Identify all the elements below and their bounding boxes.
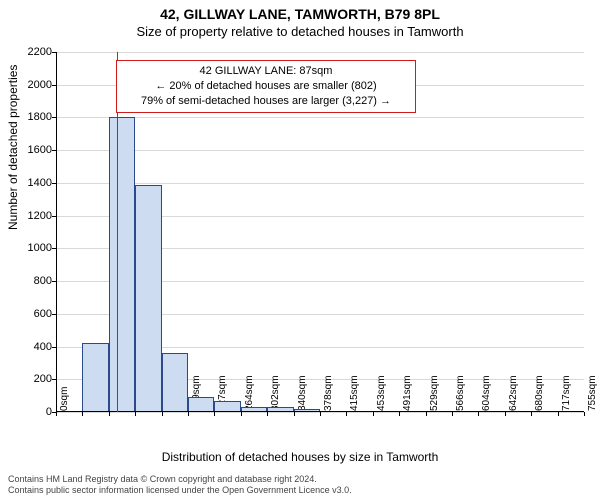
info-box-line1: 42 GILLWAY LANE: 87sqm [123,64,409,79]
x-tick-mark [584,412,585,416]
x-tick-label: 491sqm [402,375,413,411]
x-tick-mark [373,412,374,416]
x-tick-label: 680sqm [534,375,545,411]
x-tick-label: 378sqm [323,375,334,411]
x-tick-mark [294,412,295,416]
y-axis-line [56,52,57,412]
footer: Contains HM Land Registry data © Crown c… [8,474,352,497]
x-tick-label: 604sqm [481,375,492,411]
x-tick-mark [346,412,347,416]
x-axis-line [56,411,584,412]
x-tick-mark [478,412,479,416]
y-tick-label: 1000 [16,242,52,254]
y-tick-label: 800 [16,275,52,287]
x-tick-label: 302sqm [270,375,281,411]
histogram-bar [188,397,214,412]
y-tick-label: 1600 [16,144,52,156]
info-box-line2: ← 20% of detached houses are smaller (80… [123,79,409,94]
y-tick-label: 1400 [16,177,52,189]
x-tick-label: 453sqm [376,375,387,411]
y-tick-label: 0 [16,406,52,418]
y-tick-label: 1800 [16,111,52,123]
x-tick-label: 0sqm [59,387,70,411]
y-tick-label: 200 [16,373,52,385]
x-tick-mark [135,412,136,416]
footer-line2: Contains public sector information licen… [8,485,352,496]
info-box: 42 GILLWAY LANE: 87sqm← 20% of detached … [116,60,416,113]
y-tick-label: 600 [16,308,52,320]
x-tick-label: 415sqm [349,375,360,411]
x-tick-mark [188,412,189,416]
x-tick-mark [399,412,400,416]
x-tick-label: 264sqm [244,375,255,411]
x-tick-label: 642sqm [508,375,519,411]
footer-line1: Contains HM Land Registry data © Crown c… [8,474,352,485]
histogram-bar [82,343,108,412]
x-tick-label: 340sqm [297,375,308,411]
y-tick-label: 400 [16,341,52,353]
x-tick-mark [82,412,83,416]
x-tick-mark [267,412,268,416]
gridline [56,52,584,53]
x-tick-mark [56,412,57,416]
header: 42, GILLWAY LANE, TAMWORTH, B79 8PL Size… [0,0,600,39]
x-tick-mark [505,412,506,416]
y-tick-label: 2000 [16,79,52,91]
histogram-bar [135,185,161,412]
y-tick-label: 2200 [16,46,52,58]
gridline [56,150,584,151]
histogram-bar [109,117,135,412]
chart-area: 0200400600800100012001400160018002000220… [56,52,584,412]
plot-region: 0200400600800100012001400160018002000220… [56,52,584,412]
x-tick-mark [426,412,427,416]
subtitle: Size of property relative to detached ho… [0,24,600,39]
x-tick-label: 566sqm [455,375,466,411]
address-title: 42, GILLWAY LANE, TAMWORTH, B79 8PL [0,6,600,22]
x-tick-mark [452,412,453,416]
x-tick-mark [162,412,163,416]
x-axis-label: Distribution of detached houses by size … [0,450,600,464]
y-tick-label: 1200 [16,210,52,222]
x-tick-label: 529sqm [429,375,440,411]
x-tick-label: 717sqm [561,375,572,411]
x-tick-mark [558,412,559,416]
x-tick-mark [214,412,215,416]
x-tick-mark [531,412,532,416]
x-tick-label: 755sqm [587,375,598,411]
x-tick-mark [109,412,110,416]
x-tick-mark [320,412,321,416]
x-tick-mark [241,412,242,416]
gridline [56,117,584,118]
info-box-line3: 79% of semi-detached houses are larger (… [123,94,409,109]
histogram-bar [162,353,188,412]
